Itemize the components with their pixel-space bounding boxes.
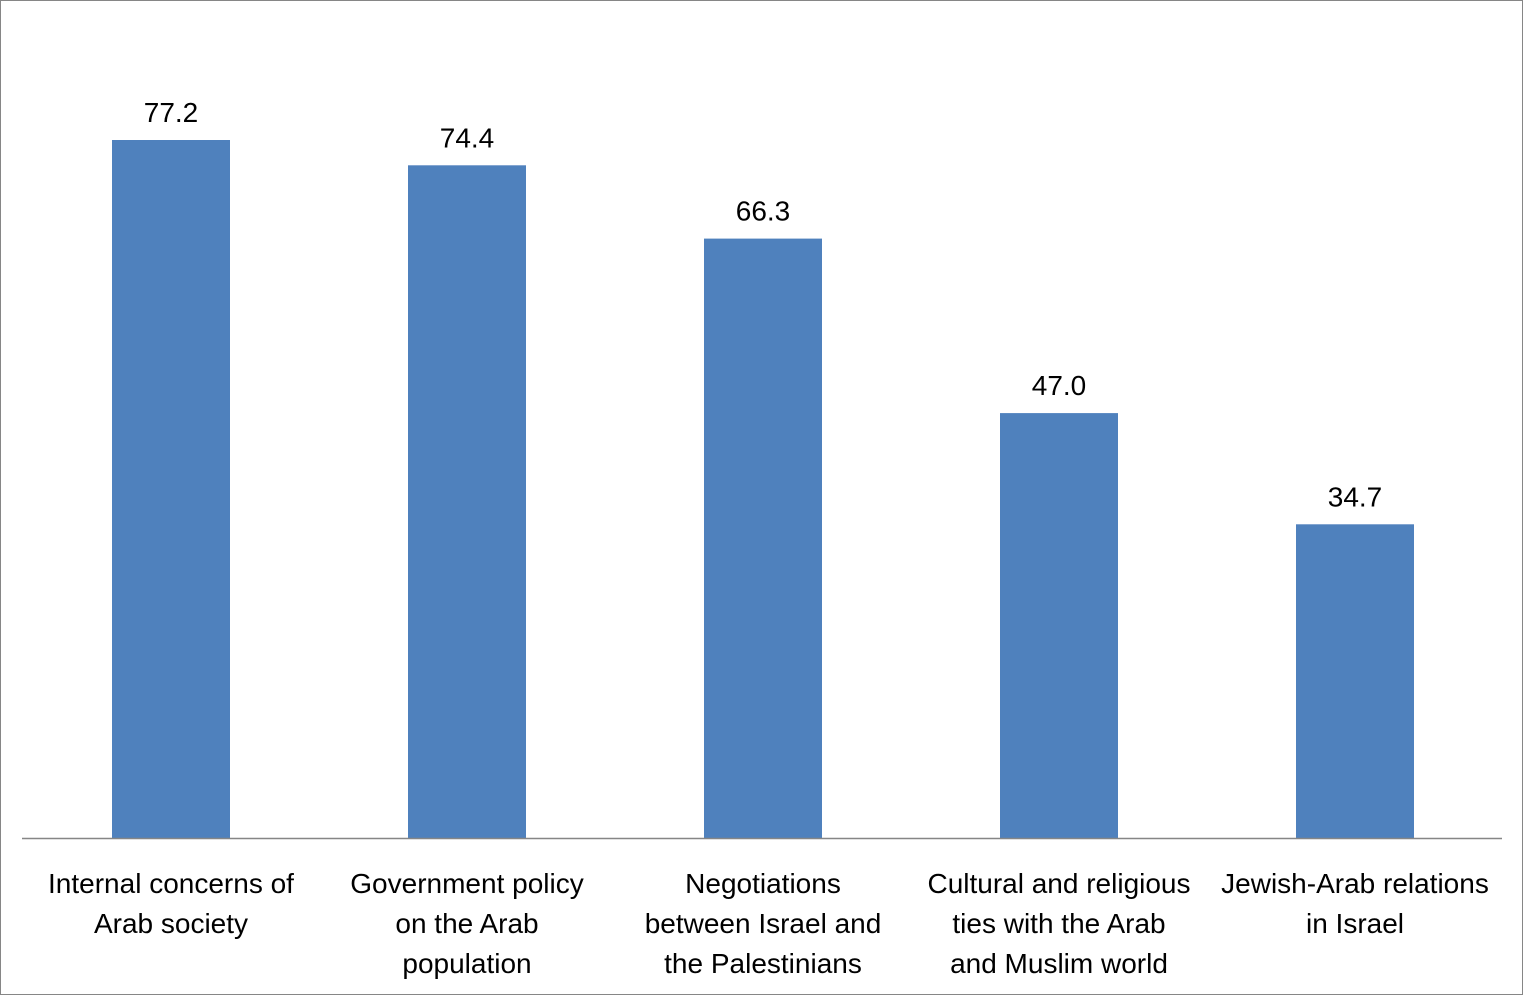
category-label-line: Negotiations [685,868,841,899]
category-labels-layer: Internal concerns of Arab society Governme… [48,868,1489,979]
category-label-line: between Israel and [645,908,882,939]
bar-2 [408,165,526,839]
category-label-line: Cultural and religious [927,868,1190,899]
data-label-5: 34.7 [1328,481,1383,512]
category-label-2: Government policy on the Arab population [350,868,583,979]
data-label-3: 66.3 [736,196,791,227]
bar-4 [1000,413,1118,838]
category-label-line: and Muslim world [950,948,1168,979]
category-label-line: population [402,948,531,979]
bar-3 [704,238,822,839]
bars-layer [112,140,1414,839]
data-label-1: 77.2 [144,97,199,128]
category-label-line: on the Arab [395,908,538,939]
category-label-4: Cultural and religious ties with the Arab… [927,868,1190,979]
category-label-line: Internal concerns of [48,868,294,899]
data-label-2: 74.4 [440,122,495,153]
category-label-line: Government policy [350,868,583,899]
category-label-line: Jewish-Arab relations [1221,868,1489,899]
data-labels-layer: 77.2 74.4 66.3 47.0 34.7 [144,97,1383,512]
bar-1 [112,140,230,838]
category-label-3: Negotiations between Israel and the Palest… [645,868,882,979]
category-label-line: the Palestinians [664,948,862,979]
data-label-4: 47.0 [1032,370,1087,401]
category-label-line: Arab society [94,908,248,939]
category-label-line: in Israel [1306,908,1404,939]
category-label-1: Internal concerns of Arab society [48,868,294,939]
category-label-5: Jewish-Arab relations in Israel [1221,868,1489,939]
category-label-line: ties with the Arab [952,908,1165,939]
bar-5 [1296,524,1414,838]
